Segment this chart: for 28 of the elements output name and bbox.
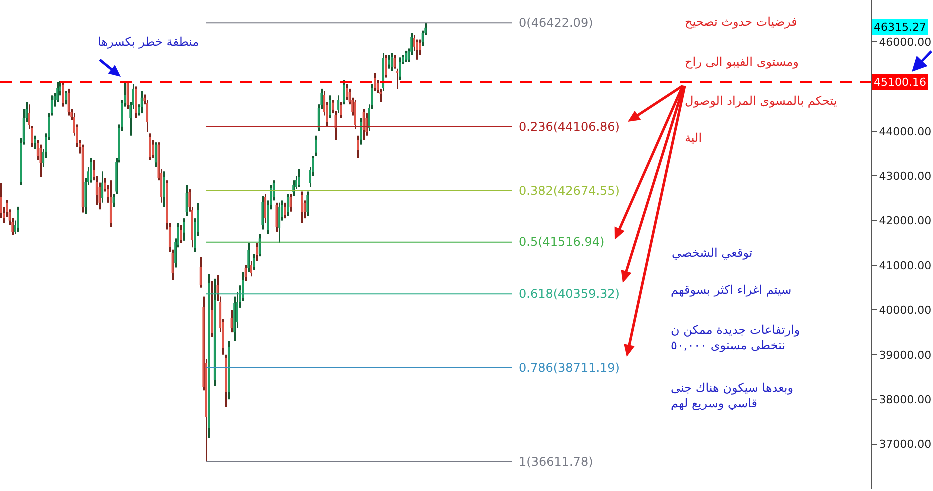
y-tick-label: 37000.00 bbox=[879, 438, 932, 452]
annotation: وارتفاعات جديدة ممكن ن نتخطى مستوى ٥٠,٠٠٠ bbox=[671, 323, 800, 353]
annotation: منطقة خطر بكسرها bbox=[98, 35, 200, 49]
ref-line-label: 0.236(44106.86) bbox=[519, 120, 620, 134]
ref-line-label: 1(36611.78) bbox=[519, 455, 594, 469]
annotation: الية bbox=[685, 131, 702, 145]
ref-line-label: 0.786(38711.19) bbox=[519, 361, 620, 375]
annotation: توقعي الشخصي bbox=[672, 246, 753, 260]
annotation: ومستوى الفيبو الى راح bbox=[685, 55, 799, 69]
ref-line-label: 45100.16 bbox=[874, 76, 926, 89]
candlestick bbox=[404, 50, 408, 62]
ref-line-label: 0.382(42674.55) bbox=[519, 184, 620, 198]
ref-line-label: 0.618(40359.32) bbox=[519, 287, 620, 301]
annotation: فرضيات حدوث تصحيح bbox=[685, 15, 798, 29]
text: 46315.27 bbox=[874, 21, 926, 34]
y-tick-label: 41000.00 bbox=[879, 259, 932, 272]
y-tick-label: 44000.00 bbox=[879, 125, 932, 138]
y-tick-label: 42000.00 bbox=[879, 214, 932, 228]
ref-line-label: 0.5(41516.94) bbox=[519, 235, 605, 249]
annotation: يتحكم بالمسوى المراد الوصول bbox=[685, 94, 838, 108]
y-tick-label: 39000.00 bbox=[879, 348, 932, 362]
y-tick-label: 38000.00 bbox=[879, 393, 932, 406]
y-tick-label: 40000.00 bbox=[879, 304, 932, 318]
ref-line-label: 0(46422.09) bbox=[519, 16, 594, 30]
y-tick-label: 46000.00 bbox=[879, 36, 932, 49]
annotation: وبعدها سيكون هناك جنى قاسي وسريع لهم bbox=[671, 381, 794, 411]
annotation: سيتم اغراء اكثر بسوقهم bbox=[671, 283, 792, 297]
y-tick-label: 43000.00 bbox=[879, 170, 932, 183]
